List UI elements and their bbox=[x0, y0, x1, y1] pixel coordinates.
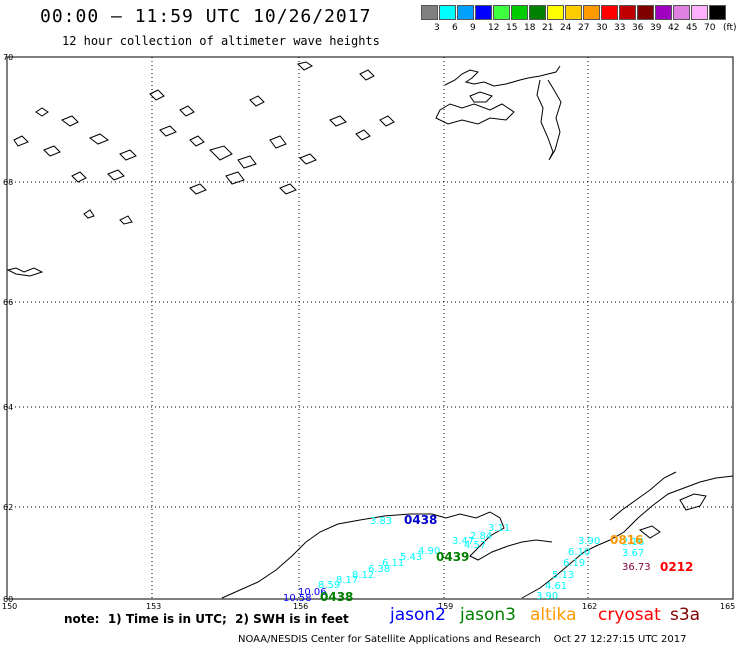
latitude-label: 60 bbox=[3, 595, 13, 604]
chart-subtitle: 12 hour collection of altimeter wave hei… bbox=[62, 34, 380, 48]
legend-jason3: jason3 bbox=[460, 605, 516, 625]
wave-height-value: 6.10 bbox=[568, 547, 590, 558]
scale-label: 3 bbox=[434, 23, 440, 33]
scale-label: 70 bbox=[704, 23, 716, 33]
chart-title: 00:00 – 11:59 UTC 10/26/2017 bbox=[40, 6, 372, 27]
wave-height-value: 5.43 bbox=[400, 552, 422, 563]
wave-height-value: 3.11 bbox=[488, 523, 510, 534]
legend-jason2: jason2 bbox=[390, 605, 446, 625]
scale-swatch bbox=[457, 5, 474, 20]
wave-height-value: 3.67 bbox=[622, 548, 644, 559]
scale-label: 27 bbox=[578, 23, 590, 33]
scale-swatch bbox=[439, 5, 456, 20]
wave-height-value: 8.17 bbox=[336, 575, 358, 586]
scale-label: 42 bbox=[668, 23, 680, 33]
wave-height-value: 6.11 bbox=[382, 558, 404, 569]
latitude-label: 70 bbox=[3, 53, 13, 62]
scale-swatch bbox=[511, 5, 528, 20]
scale-label: 21 bbox=[542, 23, 554, 33]
latitude-label: 66 bbox=[3, 298, 13, 307]
footer-note: note: 1) Time is in UTC; 2) SWH is in fe… bbox=[64, 612, 349, 626]
map-frame bbox=[6, 56, 734, 600]
wave-height-value: 6.19 bbox=[563, 558, 585, 569]
scale-label: 33 bbox=[614, 23, 626, 33]
wave-height-value: 10.58 bbox=[283, 593, 312, 604]
wave-height-value: 3.90 bbox=[536, 591, 558, 602]
wave-height-value: 36.73 bbox=[622, 562, 651, 573]
wave-height-value: 6.38 bbox=[368, 564, 390, 575]
latitude-label: 68 bbox=[3, 178, 13, 187]
scale-swatch bbox=[673, 5, 690, 20]
scale-label: 36 bbox=[632, 23, 644, 33]
legend-s3a: s3a bbox=[670, 605, 701, 625]
pass-time-label: 0439 bbox=[436, 550, 469, 564]
scale-label: 24 bbox=[560, 23, 572, 33]
scale-swatch bbox=[583, 5, 600, 20]
wave-height-value: 8.59 bbox=[318, 580, 340, 591]
scale-unit: (ft) bbox=[723, 23, 737, 33]
scale-label: 18 bbox=[524, 23, 536, 33]
longitude-label: 150 bbox=[2, 602, 17, 611]
pass-time-label: 0816 bbox=[610, 533, 643, 547]
wave-height-value: 2.16 bbox=[622, 537, 644, 548]
pass-time-label: 0438 bbox=[404, 513, 437, 527]
scale-label: 39 bbox=[650, 23, 662, 33]
wave-height-value: 8.12 bbox=[352, 570, 374, 581]
wave-height-value: 3.47 bbox=[452, 536, 474, 547]
scale-swatch bbox=[637, 5, 654, 20]
longitude-label: 162 bbox=[582, 602, 597, 611]
credit-line: NOAA/NESDIS Center for Satellite Applica… bbox=[238, 634, 687, 645]
scale-label: 6 bbox=[452, 23, 458, 33]
wave-height-value: 5.13 bbox=[552, 570, 574, 581]
scale-swatch bbox=[655, 5, 672, 20]
longitude-label: 165 bbox=[720, 602, 735, 611]
wave-height-value: 3.90 bbox=[578, 536, 600, 547]
wave-height-value: 2.84 bbox=[470, 531, 492, 542]
wave-height-value: 4.57 bbox=[464, 540, 486, 551]
wave-height-value: 10.06 bbox=[298, 587, 327, 598]
wave-height-value: 4.90 bbox=[418, 546, 440, 557]
scale-label: 15 bbox=[506, 23, 518, 33]
scale-swatch bbox=[691, 5, 708, 20]
graticule bbox=[7, 57, 733, 599]
pass-time-label: 0438 bbox=[320, 590, 353, 604]
scale-swatch bbox=[493, 5, 510, 20]
scale-swatch bbox=[565, 5, 582, 20]
latitude-label: 64 bbox=[3, 403, 13, 412]
scale-label: 12 bbox=[488, 23, 500, 33]
scale-label: 45 bbox=[686, 23, 698, 33]
scale-swatch bbox=[475, 5, 492, 20]
coastline bbox=[6, 61, 734, 599]
wave-height-value: 3.83 bbox=[370, 516, 392, 527]
wave-height-value: 4.61 bbox=[545, 581, 567, 592]
longitude-label: 159 bbox=[438, 602, 453, 611]
longitude-label: 156 bbox=[293, 602, 308, 611]
scale-swatch bbox=[421, 5, 438, 20]
scale-label: 9 bbox=[470, 23, 476, 33]
latitude-label: 62 bbox=[3, 503, 13, 512]
pass-time-label: 0212 bbox=[660, 560, 693, 574]
scale-swatch bbox=[529, 5, 546, 20]
scale-swatch bbox=[709, 5, 726, 20]
scale-label: 30 bbox=[596, 23, 608, 33]
legend-altika: altika bbox=[530, 605, 577, 625]
scale-swatch bbox=[619, 5, 636, 20]
longitude-label: 153 bbox=[146, 602, 161, 611]
scale-swatch bbox=[547, 5, 564, 20]
legend-cryosat: cryosat bbox=[598, 605, 661, 625]
scale-swatch bbox=[601, 5, 618, 20]
